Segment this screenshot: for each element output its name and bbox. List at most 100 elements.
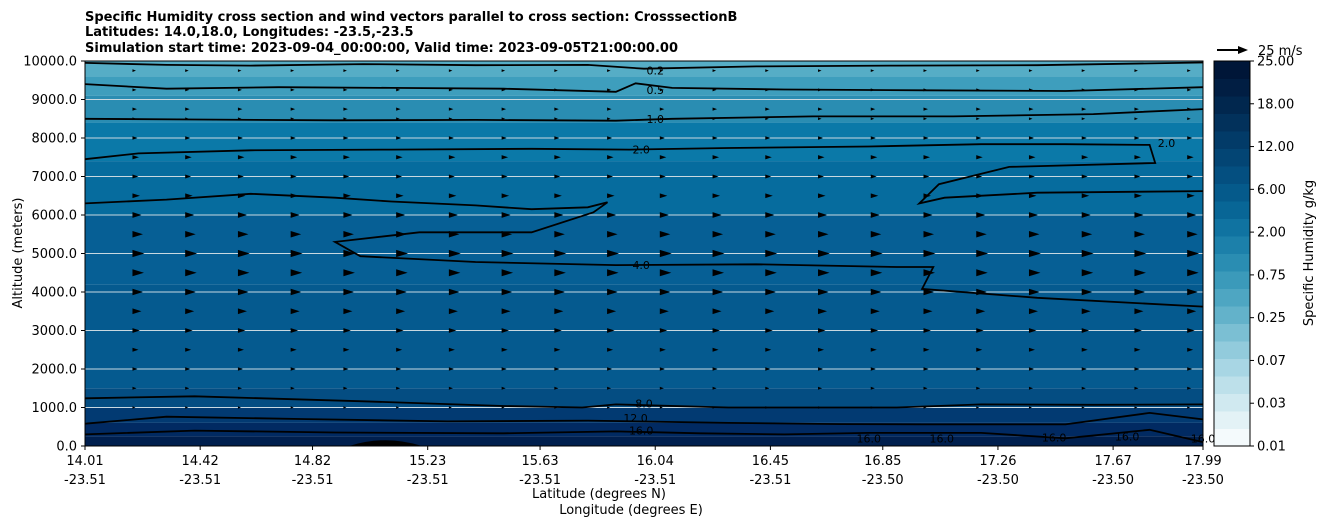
- wind-vector: [765, 406, 769, 409]
- x-tick-latitude: 17.99: [1184, 454, 1221, 469]
- wind-vector: [976, 386, 981, 390]
- wind-vector: [501, 249, 514, 258]
- wind-vector: [818, 386, 823, 390]
- wind-vector: [448, 288, 460, 296]
- wind-vector: [1081, 136, 1087, 140]
- wind-vector: [1081, 288, 1093, 296]
- colorbar-tick-label: 12.00: [1257, 140, 1294, 155]
- wind-vector: [1187, 231, 1198, 238]
- y-tick-label: 8000.0: [32, 132, 78, 147]
- wind-vector: [712, 288, 724, 296]
- wind-vector: [870, 136, 876, 140]
- wind-vector: [237, 107, 243, 111]
- wind-vector: [554, 288, 565, 296]
- wind-vector: [343, 155, 350, 160]
- wind-vector: [976, 174, 983, 179]
- wind-vector: [1134, 69, 1138, 73]
- colorbar-label: Specific Humidity g/kg: [1302, 180, 1317, 326]
- wind-vector: [607, 136, 613, 140]
- wind-vector: [396, 174, 403, 179]
- humidity-band: [85, 161, 1203, 215]
- colorbar-swatch: [1214, 201, 1250, 219]
- quiver-key-label: 25 m/s: [1258, 44, 1303, 59]
- colorbar: 0.01 0.03 0.07 0.25 0.75 2.00 6.00 12.00 18.00 25…: [1213, 55, 1294, 455]
- wind-vector: [923, 155, 930, 160]
- wind-vector: [659, 269, 672, 277]
- wind-vector: [712, 231, 724, 238]
- wind-vector: [185, 288, 196, 296]
- wind-vector: [185, 269, 197, 277]
- colorbar-tick-label: 6.00: [1257, 183, 1286, 198]
- wind-vector: [818, 136, 824, 140]
- wind-vector: [765, 193, 773, 199]
- wind-vector: [554, 69, 558, 73]
- wind-vector: [607, 193, 615, 199]
- wind-vector: [712, 386, 717, 390]
- wind-vector: [290, 231, 302, 238]
- wind-vector: [1028, 88, 1033, 92]
- wind-vector: [448, 249, 461, 258]
- wind-vector: [712, 193, 721, 199]
- wind-vector: [976, 347, 983, 352]
- wind-vector: [765, 69, 769, 73]
- x-axis-label-line-1: Latitude (degrees N): [532, 487, 666, 502]
- wind-vector: [237, 212, 247, 218]
- wind-vector: [923, 117, 927, 121]
- wind-vector: [290, 69, 295, 73]
- wind-vector: [396, 69, 400, 73]
- wind-vector: [501, 269, 514, 277]
- wind-vector: [448, 328, 457, 333]
- wind-vector: [448, 406, 452, 409]
- wind-vector: [501, 193, 510, 199]
- wind-vector: [554, 117, 558, 121]
- wind-vector: [976, 367, 982, 371]
- wind-vector: [1028, 193, 1037, 199]
- wind-vector: [765, 88, 770, 92]
- wind-vector: [501, 231, 513, 238]
- wind-vector: [1028, 249, 1041, 258]
- wind-vector: [976, 69, 980, 73]
- wind-vector: [818, 367, 824, 371]
- wind-vector: [1187, 406, 1191, 409]
- wind-vector: [448, 117, 453, 121]
- x-tick-longitude: -23.50: [1182, 473, 1224, 488]
- wind-vector: [870, 328, 879, 333]
- wind-vector: [1134, 107, 1139, 111]
- wind-vector: [976, 269, 988, 277]
- x-tick-longitude: -23.50: [977, 473, 1019, 488]
- wind-vector: [765, 136, 771, 140]
- wind-vector: [976, 308, 986, 315]
- wind-vector: [237, 367, 243, 371]
- wind-vector: [237, 347, 244, 352]
- wind-vector: [818, 231, 829, 238]
- wind-vector: [923, 88, 928, 92]
- wind-vector: [923, 107, 928, 111]
- wind-vector: [659, 212, 669, 218]
- wind-vector: [343, 174, 350, 179]
- wind-vector: [132, 328, 140, 333]
- wind-vector: [976, 212, 986, 218]
- wind-vector: [607, 117, 611, 121]
- wind-vector: [501, 155, 509, 160]
- wind-vector: [659, 406, 663, 409]
- wind-vector: [870, 231, 882, 238]
- wind-vector: [923, 386, 928, 390]
- wind-vector: [185, 249, 198, 258]
- y-tick-label: 3000.0: [32, 324, 78, 339]
- wind-vector: [1028, 367, 1034, 371]
- wind-vector: [448, 347, 455, 352]
- humidity-band: [85, 215, 1203, 285]
- wind-vector: [712, 107, 718, 111]
- y-tick-label: 6000.0: [32, 209, 78, 224]
- wind-vector: [290, 212, 300, 218]
- wind-vector: [607, 386, 612, 390]
- x-tick-latitude: 16.85: [864, 454, 901, 469]
- wind-vector: [712, 117, 717, 121]
- wind-vector: [1187, 155, 1194, 160]
- wind-vector: [1028, 155, 1036, 160]
- wind-vector: [501, 367, 507, 371]
- title-line-1: Specific Humidity cross section and wind…: [85, 10, 737, 25]
- wind-vector: [290, 117, 295, 121]
- wind-vector: [712, 269, 725, 277]
- wind-vector: [712, 88, 717, 92]
